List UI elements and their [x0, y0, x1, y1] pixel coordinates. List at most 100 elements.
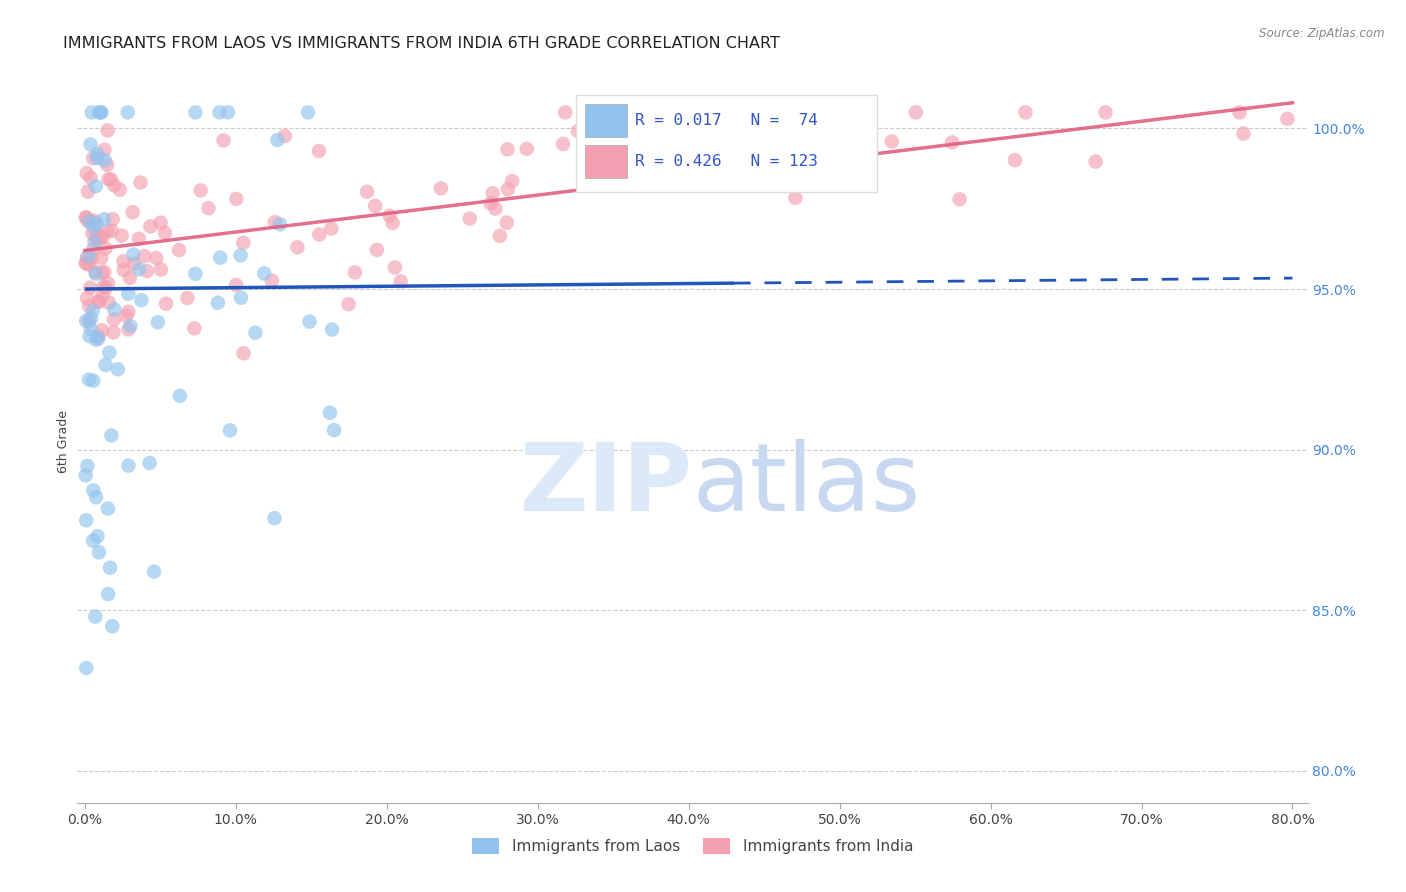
Point — [75, 513, 97, 527]
Point — [356, 185, 378, 199]
Point — [107, 362, 129, 376]
Point — [77, 185, 100, 199]
Point — [319, 406, 342, 420]
Point — [84, 609, 107, 624]
Point — [84, 265, 107, 279]
Point — [100, 428, 122, 442]
Legend: Immigrants from Laos, Immigrants from India: Immigrants from Laos, Immigrants from In… — [465, 832, 920, 860]
Point — [100, 172, 122, 186]
Text: IMMIGRANTS FROM LAOS VS IMMIGRANTS FROM INDIA 6TH GRADE CORRELATION CHART: IMMIGRANTS FROM LAOS VS IMMIGRANTS FROM … — [63, 36, 780, 51]
Point — [298, 315, 321, 329]
Point — [86, 231, 108, 245]
Point — [98, 345, 121, 359]
Point — [209, 251, 232, 265]
Y-axis label: 6th Grade: 6th Grade — [58, 410, 70, 473]
Point — [112, 263, 135, 277]
Point — [75, 255, 97, 269]
FancyBboxPatch shape — [585, 145, 627, 178]
Point — [287, 240, 309, 254]
Point — [337, 297, 360, 311]
Point — [75, 661, 97, 675]
Point — [112, 254, 135, 268]
Point — [136, 264, 159, 278]
Point — [93, 265, 115, 279]
Text: R = 0.426   N = 123: R = 0.426 N = 123 — [634, 153, 817, 169]
Text: R = 0.017   N =  74: R = 0.017 N = 74 — [634, 113, 817, 128]
Point — [430, 181, 453, 195]
Point — [378, 209, 401, 223]
Point — [82, 227, 104, 241]
Point — [264, 215, 287, 229]
Point — [145, 251, 167, 265]
Point — [489, 228, 512, 243]
Point — [785, 191, 807, 205]
Point — [364, 199, 387, 213]
Text: ZIP: ZIP — [520, 439, 693, 531]
Point — [138, 456, 160, 470]
Point — [308, 144, 330, 158]
Point — [167, 243, 190, 257]
Point — [100, 224, 122, 238]
Point — [117, 304, 139, 318]
Point — [98, 561, 121, 575]
Point — [84, 267, 107, 281]
Point — [260, 274, 283, 288]
Point — [190, 183, 212, 197]
Point — [197, 201, 219, 215]
Text: Source: ZipAtlas.com: Source: ZipAtlas.com — [1260, 27, 1385, 40]
Point — [1094, 105, 1116, 120]
Point — [93, 143, 115, 157]
Point — [381, 216, 404, 230]
Point — [96, 158, 118, 172]
Point — [321, 322, 343, 336]
Point — [96, 225, 118, 239]
Point — [146, 315, 169, 329]
Point — [551, 136, 574, 151]
Point — [83, 235, 105, 249]
Point — [880, 135, 903, 149]
Point — [84, 179, 107, 194]
Point — [75, 211, 97, 225]
Point — [229, 248, 252, 262]
Point — [83, 220, 105, 235]
Point — [384, 260, 406, 275]
Point — [121, 205, 143, 219]
Point — [97, 123, 120, 137]
Point — [79, 170, 101, 185]
Point — [274, 129, 297, 144]
Point — [76, 458, 98, 473]
FancyBboxPatch shape — [585, 104, 627, 137]
Point — [1014, 105, 1036, 120]
Point — [79, 258, 101, 272]
Point — [343, 265, 366, 279]
Point — [458, 211, 481, 226]
Point — [184, 105, 207, 120]
Point — [149, 262, 172, 277]
Point — [495, 216, 517, 230]
Point — [323, 423, 346, 437]
Point — [84, 333, 107, 347]
Point — [75, 468, 97, 483]
Point — [76, 166, 98, 180]
Point — [117, 458, 139, 473]
Point — [97, 277, 120, 291]
Point — [90, 105, 112, 120]
Point — [1084, 154, 1107, 169]
Point — [90, 266, 112, 280]
Point — [94, 281, 117, 295]
Point — [1004, 153, 1026, 168]
Point — [567, 124, 589, 138]
Point — [75, 256, 97, 270]
Point — [86, 151, 108, 165]
Point — [122, 257, 145, 271]
Point — [941, 136, 963, 150]
Point — [77, 299, 100, 313]
Point — [82, 533, 104, 548]
Point — [79, 137, 101, 152]
Point — [496, 182, 519, 196]
Point — [176, 291, 198, 305]
Point — [308, 227, 330, 242]
Point — [225, 192, 247, 206]
Point — [139, 219, 162, 234]
Point — [128, 262, 150, 277]
